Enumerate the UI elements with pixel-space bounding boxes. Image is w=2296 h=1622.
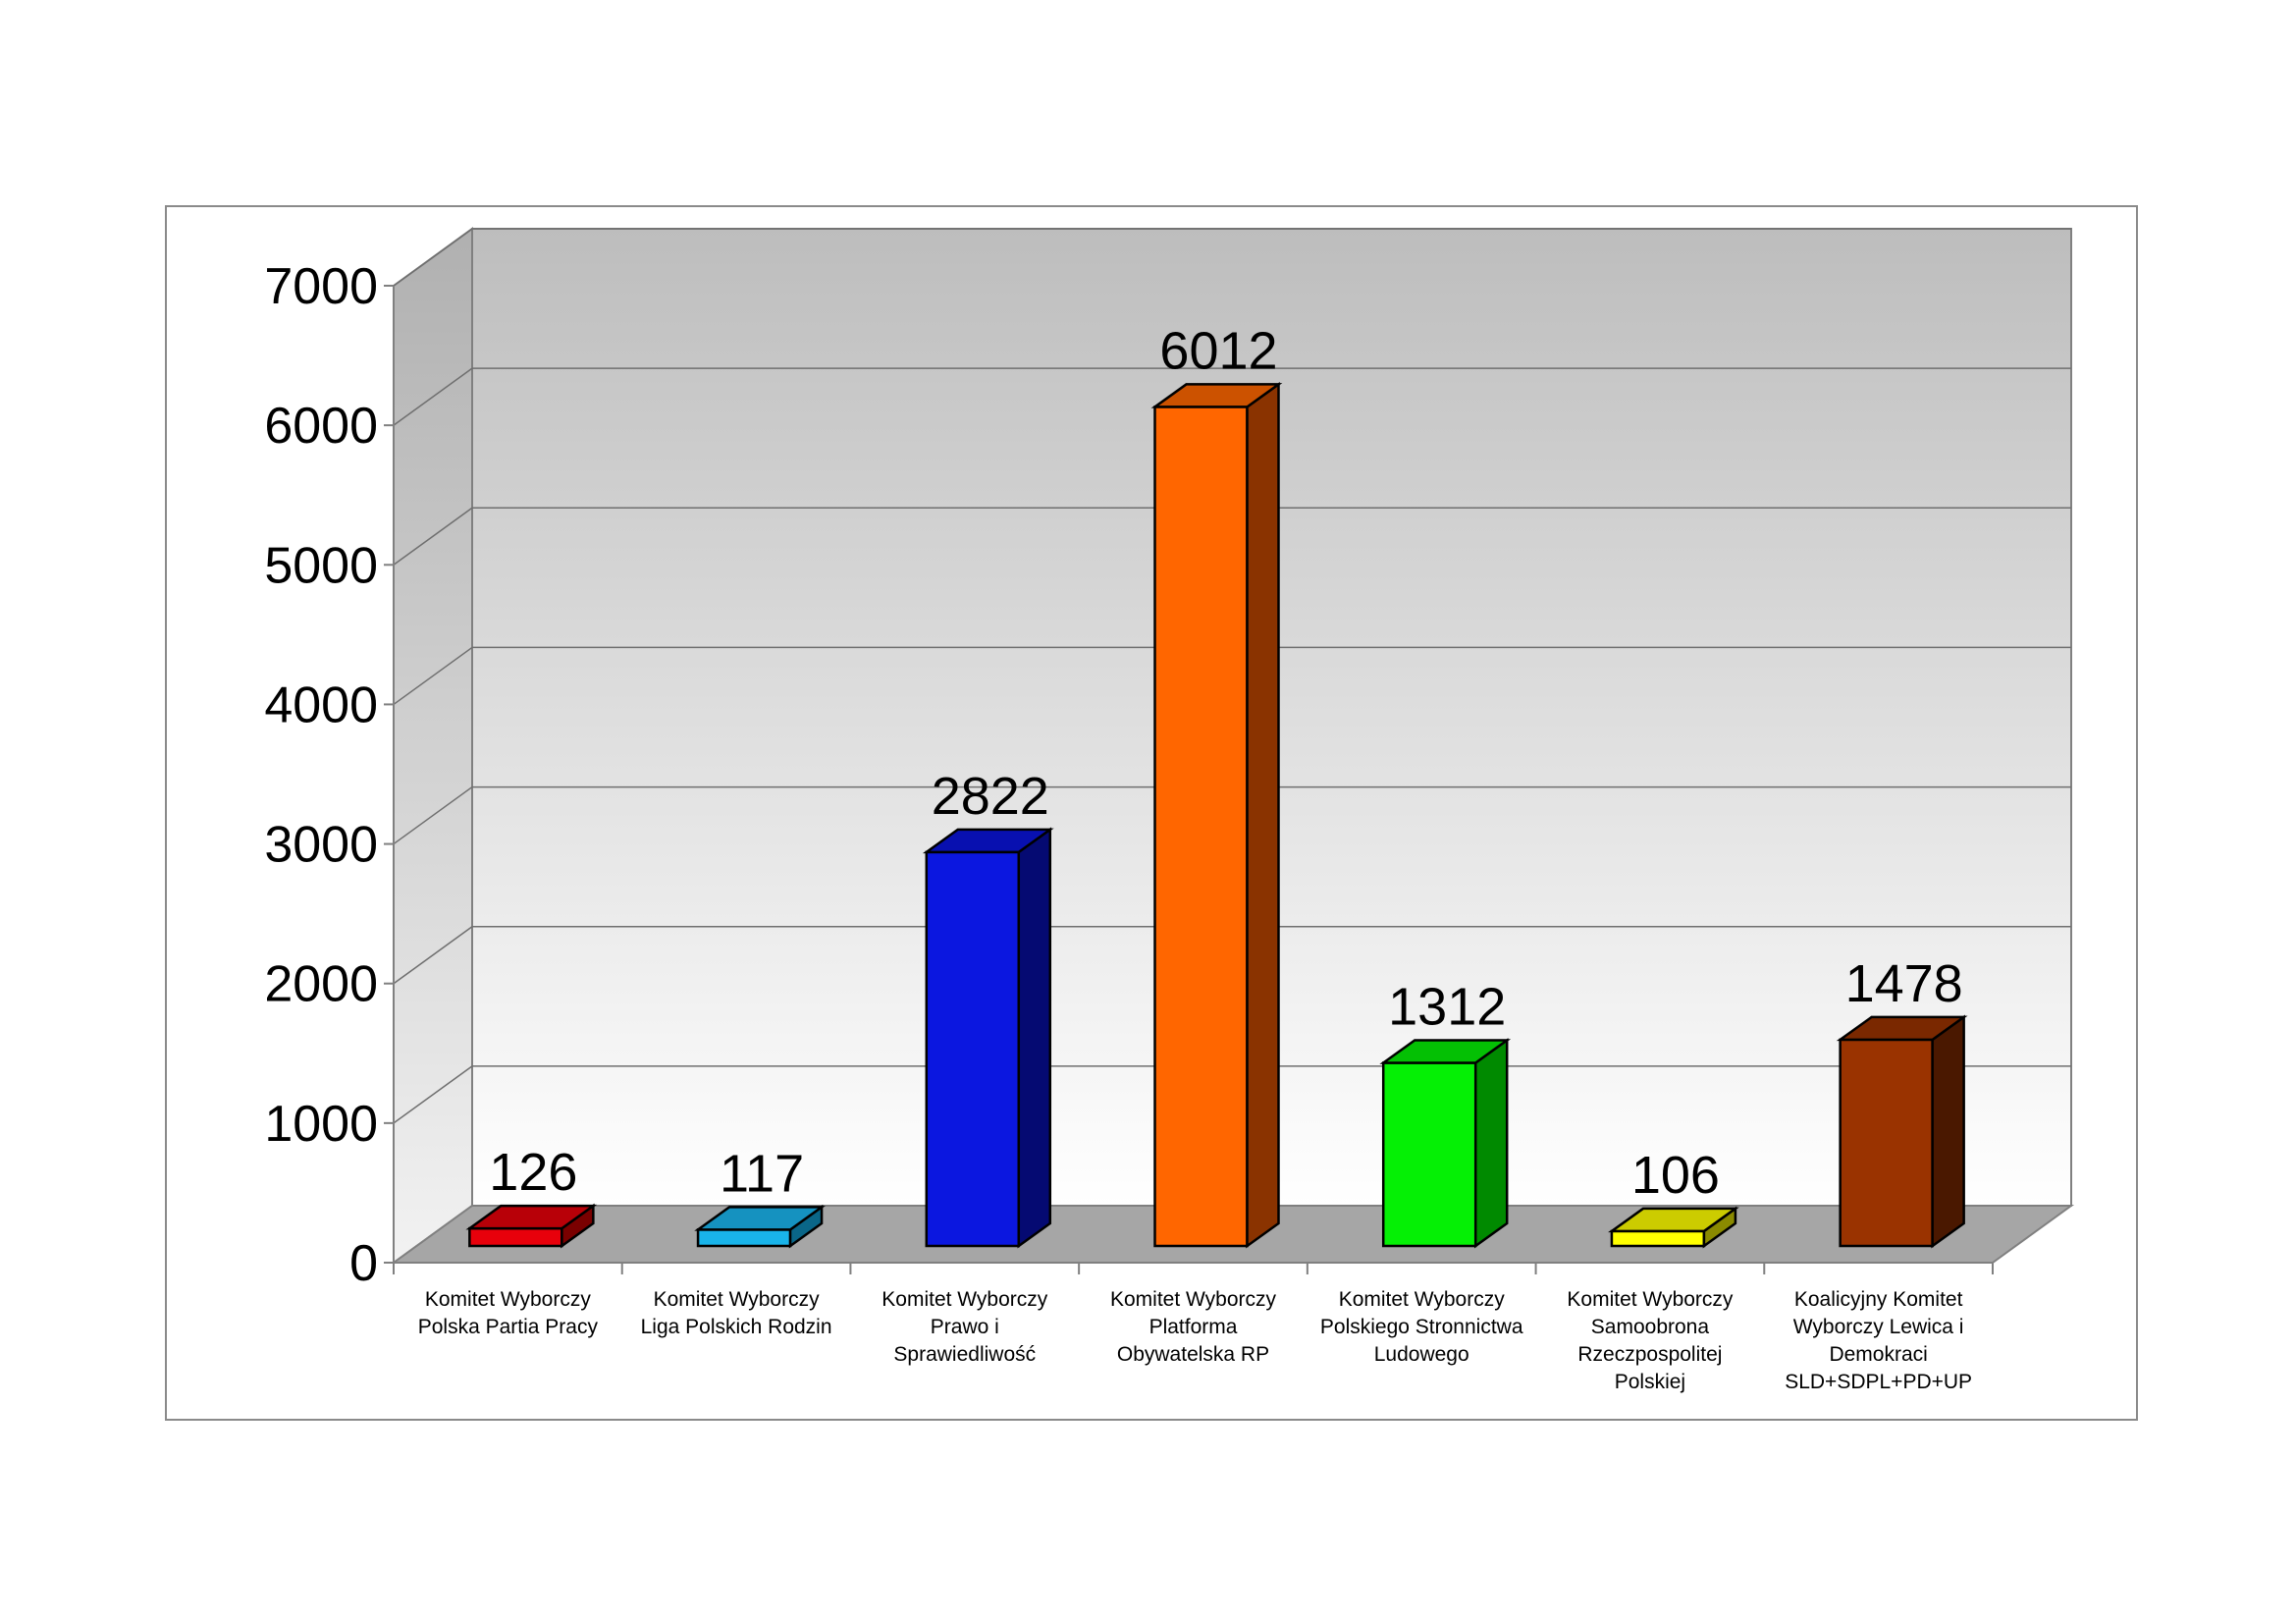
bar <box>1150 381 1283 1249</box>
bar-front <box>925 850 1021 1248</box>
data-label: 1478 <box>1845 954 1963 1013</box>
x-category-label-line: Polskiej <box>1615 1371 1685 1393</box>
bar-chart: 0 1000 2000 3000 4000 5000 6000 7000 126 117 2822 6… <box>264 227 2075 1393</box>
x-category-label: Komitet Wyborczy Platforma Obywatelska RP <box>1110 1288 1277 1366</box>
bar-front <box>1153 406 1249 1248</box>
gridline-side <box>393 646 473 706</box>
x-category-label: Koalicyjny Komitet Wyborczy Lewica i Demok… <box>1785 1288 1972 1393</box>
x-category-label: Komitet Wyborczy Polskiego Stronnictwa Lud… <box>1320 1288 1523 1366</box>
data-label: 126 <box>489 1143 577 1202</box>
x-category-label-line: Liga Polskich Rodzin <box>641 1316 832 1338</box>
bar-side <box>1017 827 1052 1249</box>
x-category-label-line: SLD+SDPL+PD+UP <box>1785 1371 1972 1393</box>
bar-front <box>468 1226 563 1248</box>
bar <box>465 1203 598 1249</box>
bar-top <box>1836 1015 1968 1042</box>
x-category-label-line: Ludowego <box>1374 1343 1469 1366</box>
side-wall <box>393 227 473 1265</box>
data-label: 2822 <box>932 767 1049 826</box>
bar-top <box>922 828 1054 854</box>
data-label: 117 <box>720 1144 804 1203</box>
bar <box>1608 1206 1739 1249</box>
gridline-side <box>393 507 473 566</box>
x-category-label-line: Prawo i <box>931 1316 999 1338</box>
x-category-label-line: Rzeczpospolitej <box>1577 1343 1722 1366</box>
bar-front <box>1610 1229 1706 1248</box>
bar <box>694 1204 826 1249</box>
data-label: 106 <box>1631 1146 1720 1205</box>
bar-front <box>696 1228 792 1248</box>
y-tick-label: 3000 <box>264 817 378 874</box>
bar-front <box>1381 1061 1477 1248</box>
bar-side <box>1931 1014 1965 1249</box>
y-tick-label: 5000 <box>264 537 378 594</box>
x-category-label: Komitet Wyborczy Samoobrona Rzeczpospolite… <box>1567 1288 1734 1393</box>
gridline-side <box>393 1065 473 1124</box>
bar <box>1836 1014 1968 1249</box>
x-category-label: Komitet Wyborczy Polska Partia Pracy <box>418 1288 599 1338</box>
x-category-label-line: Komitet Wyborczy <box>1110 1288 1277 1311</box>
x-category-label-line: Obywatelska RP <box>1117 1343 1269 1366</box>
x-category-label-line: Komitet Wyborczy <box>881 1288 1048 1311</box>
y-tick-label: 6000 <box>264 398 378 455</box>
bar <box>922 827 1054 1249</box>
x-category-label-line: Wyborczy Lewica i <box>1793 1316 1964 1338</box>
bar-top <box>1379 1039 1512 1064</box>
bar-side <box>1246 381 1280 1249</box>
x-category-label-line: Polskiego Stronnictwa <box>1320 1316 1523 1338</box>
bar-top <box>465 1204 598 1230</box>
data-label: 6012 <box>1159 321 1277 380</box>
plot-area: 0 1000 2000 3000 4000 5000 6000 7000 126 117 2822 6… <box>264 227 2075 1393</box>
x-category-label: Komitet Wyborczy Prawo i Sprawiedliwość <box>881 1288 1048 1366</box>
bar <box>1379 1038 1512 1249</box>
x-category-label-line: Polska Partia Pracy <box>418 1316 599 1338</box>
chart-frame: 0 1000 2000 3000 4000 5000 6000 7000 126 117 2822 6… <box>165 205 2138 1421</box>
x-category-label-line: Komitet Wyborczy <box>1567 1288 1734 1311</box>
x-category-label-line: Samoobrona <box>1591 1316 1710 1338</box>
bar-top <box>1150 383 1283 408</box>
x-category-label: Komitet Wyborczy Liga Polskich Rodzin <box>641 1288 832 1338</box>
gridline-side <box>393 367 473 426</box>
y-tick-label: 1000 <box>264 1096 378 1153</box>
y-tick-label: 2000 <box>264 956 378 1013</box>
bar-top <box>1608 1207 1739 1233</box>
gridline-side <box>393 785 473 845</box>
x-category-label-line: Koalicyjny Komitet <box>1794 1288 1963 1311</box>
x-category-label-line: Komitet Wyborczy <box>654 1288 821 1311</box>
bar-top <box>694 1206 826 1231</box>
bar-side <box>1473 1038 1509 1249</box>
x-category-label-line: Sprawiedliwość <box>893 1343 1036 1366</box>
x-category-label-line: Komitet Wyborczy <box>1339 1288 1506 1311</box>
y-tick-label: 4000 <box>264 676 378 733</box>
x-category-label-line: Demokraci <box>1829 1343 1927 1366</box>
x-category-label-line: Komitet Wyborczy <box>425 1288 592 1311</box>
bar-front <box>1839 1038 1934 1248</box>
data-label: 1312 <box>1388 978 1506 1037</box>
y-tick-label: 0 <box>349 1235 378 1292</box>
gridline-side <box>393 228 473 287</box>
x-category-label-line: Platforma <box>1149 1316 1238 1338</box>
y-tick-label: 7000 <box>264 258 378 315</box>
gridline-side <box>393 926 473 985</box>
